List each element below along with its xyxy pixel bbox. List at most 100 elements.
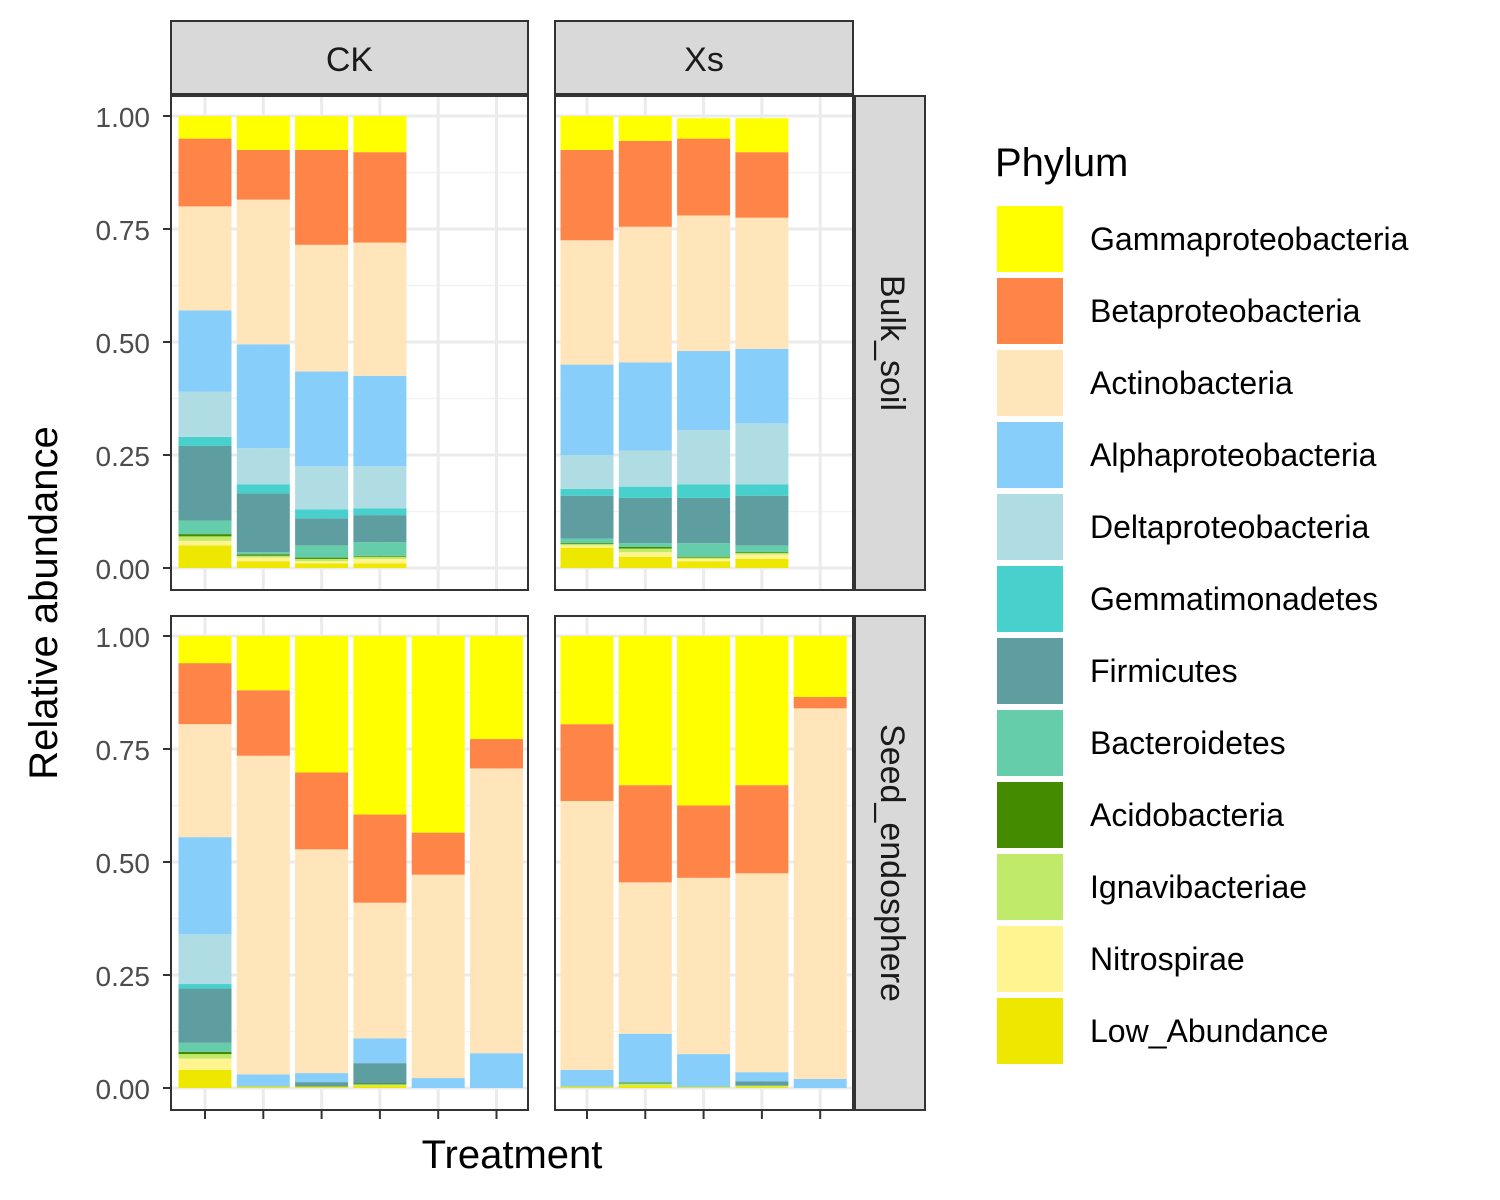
bar-segment-betaproteobacteria [677, 138, 731, 216]
legend-label: Gemmatimonadetes [1090, 581, 1378, 617]
strip-row-seed-endosphere: Seed_endosphere [854, 615, 926, 1111]
bar-segment-bacteroidetes [178, 1042, 232, 1052]
bar-segment-alphaproteobacteria [353, 1038, 407, 1064]
bar-segment-low-abundance [295, 563, 349, 568]
bar-segment-deltaproteobacteria [295, 466, 349, 510]
strip-label-bulk-soil: Bulk_soil [873, 275, 911, 411]
bar-segment-nitrospirae [735, 554, 789, 559]
bar-segment-gammaproteobacteria [178, 116, 232, 139]
bar-segment-gemmatimonadetes [178, 984, 232, 989]
bars-xs-seed-endosphere [560, 636, 847, 1088]
legend-swatch [997, 278, 1063, 344]
y-axis-title: Relative abundance [22, 426, 66, 780]
bar-segment-betaproteobacteria [295, 772, 349, 850]
bar-segment-acidobacteria [178, 534, 232, 537]
bar-segment-alphaproteobacteria [618, 1033, 672, 1083]
legend-label: Deltaproteobacteria [1090, 509, 1369, 545]
y-axis-bottom: 1.00 0.75 0.50 0.25 0.00 [96, 622, 151, 1105]
legend-item-bacteroidetes: Bacteroidetes [997, 710, 1286, 776]
legend-item-ignavibacteriae: Ignavibacteriae [997, 854, 1307, 920]
bar-segment-gammaproteobacteria [677, 118, 731, 139]
bar-segment-betaproteobacteria [236, 690, 290, 756]
bar-segment-alphaproteobacteria [677, 351, 731, 431]
bar-segment-nitrospirae [618, 552, 672, 557]
bar-segment-low-abundance [178, 1069, 232, 1088]
strip-label-ck: CK [326, 41, 374, 79]
bar-segment-gammaproteobacteria [178, 636, 232, 664]
bar-segment-actinobacteria [178, 724, 232, 838]
panel-border [554, 95, 854, 591]
y-tick-label: 0.75 [96, 215, 151, 246]
legend-item-firmicutes: Firmicutes [997, 638, 1238, 704]
bar-segment-low-abundance [735, 558, 789, 568]
bar-segment-bacteroidetes [178, 520, 232, 535]
bars-ck-seed-endosphere [178, 636, 523, 1088]
legend-item-betaproteobacteria: Betaproteobacteria [997, 278, 1361, 344]
bar-segment-acidobacteria [178, 1051, 232, 1055]
legend-item-acidobacteria: Acidobacteria [997, 782, 1284, 848]
bar-segment-gemmatimonadetes [353, 508, 407, 516]
bar-segment-ignavibacteriae [735, 553, 789, 555]
bar-segment-low-abundance [677, 561, 731, 568]
bar-segment-nitrospirae [236, 557, 290, 562]
bar-segment-acidobacteria [618, 546, 672, 549]
bar-segment-actinobacteria [295, 849, 349, 1074]
bar-segment-firmicutes [735, 495, 789, 546]
bar-segment-low-abundance [353, 563, 407, 568]
bar-segment-acidobacteria [677, 556, 731, 558]
bar-segment-alphaproteobacteria [411, 1078, 465, 1088]
bar-segment-gemmatimonadetes [295, 509, 349, 519]
bar-segment-ignavibacteriae [353, 1084, 407, 1086]
legend-item-deltaproteobacteria: Deltaproteobacteria [997, 494, 1369, 560]
legend-item-actinobacteria: Actinobacteria [997, 350, 1293, 416]
bar-segment-gammaproteobacteria [236, 636, 290, 691]
bar-segment-deltaproteobacteria [178, 934, 232, 985]
bar-segment-firmicutes [236, 493, 290, 553]
bar-segment-ignavibacteriae [618, 1083, 672, 1086]
bar-segment-bacteroidetes [236, 552, 290, 555]
bar-segment-low-abundance [618, 1085, 672, 1088]
bar-segment-bacteroidetes [353, 542, 407, 556]
bar-segment-nitrospirae [677, 558, 731, 562]
bar-segment-betaproteobacteria [618, 785, 672, 883]
y-tick-label: 0.50 [96, 848, 151, 879]
bar-segment-actinobacteria [560, 800, 614, 1070]
bar-segment-gammaproteobacteria [560, 636, 614, 725]
bars-xs-bulk-soil [560, 116, 789, 568]
bar-segment-actinobacteria [618, 882, 672, 1034]
y-tick-label: 0.25 [96, 961, 151, 992]
bar-segment-betaproteobacteria [411, 832, 465, 875]
bar-segment-betaproteobacteria [236, 149, 290, 200]
bar-segment-betaproteobacteria [295, 149, 349, 245]
bar-segment-acidobacteria [618, 1082, 672, 1084]
legend-swatch [997, 494, 1063, 560]
bar-segment-betaproteobacteria [793, 697, 847, 709]
bar-segment-firmicutes [295, 518, 349, 546]
bar-segment-deltaproteobacteria [677, 430, 731, 485]
x-axis-title: Treatment [422, 1133, 603, 1177]
bar-segment-nitrospirae [178, 1058, 232, 1070]
bar-segment-nitrospirae [295, 561, 349, 564]
bar-segment-betaproteobacteria [353, 152, 407, 243]
legend-label: Firmicutes [1090, 653, 1238, 689]
legend-swatch [997, 854, 1063, 920]
bar-segment-low-abundance [560, 547, 614, 568]
bar-segment-ignavibacteriae [236, 555, 290, 558]
bar-segment-firmicutes [178, 988, 232, 1043]
bar-segment-alphaproteobacteria [178, 310, 232, 392]
bar-segment-bacteroidetes [295, 545, 349, 558]
bar-segment-acidobacteria [560, 543, 614, 545]
bar-segment-alphaproteobacteria [735, 348, 789, 424]
bar-segment-low-abundance [236, 1086, 290, 1088]
bar-segment-ignavibacteriae [560, 544, 614, 546]
legend-label: Low_Abundance [1090, 1013, 1328, 1049]
legend-swatch [997, 782, 1063, 848]
bar-segment-actinobacteria [735, 873, 789, 1073]
bar-segment-betaproteobacteria [618, 140, 672, 227]
legend-swatch [997, 566, 1063, 632]
bar-segment-ignavibacteriae [735, 1085, 789, 1087]
bar-segment-deltaproteobacteria [560, 455, 614, 489]
bars-ck-bulk-soil [178, 116, 407, 568]
legend-swatch [997, 206, 1063, 272]
bar-segment-alphaproteobacteria [236, 344, 290, 449]
